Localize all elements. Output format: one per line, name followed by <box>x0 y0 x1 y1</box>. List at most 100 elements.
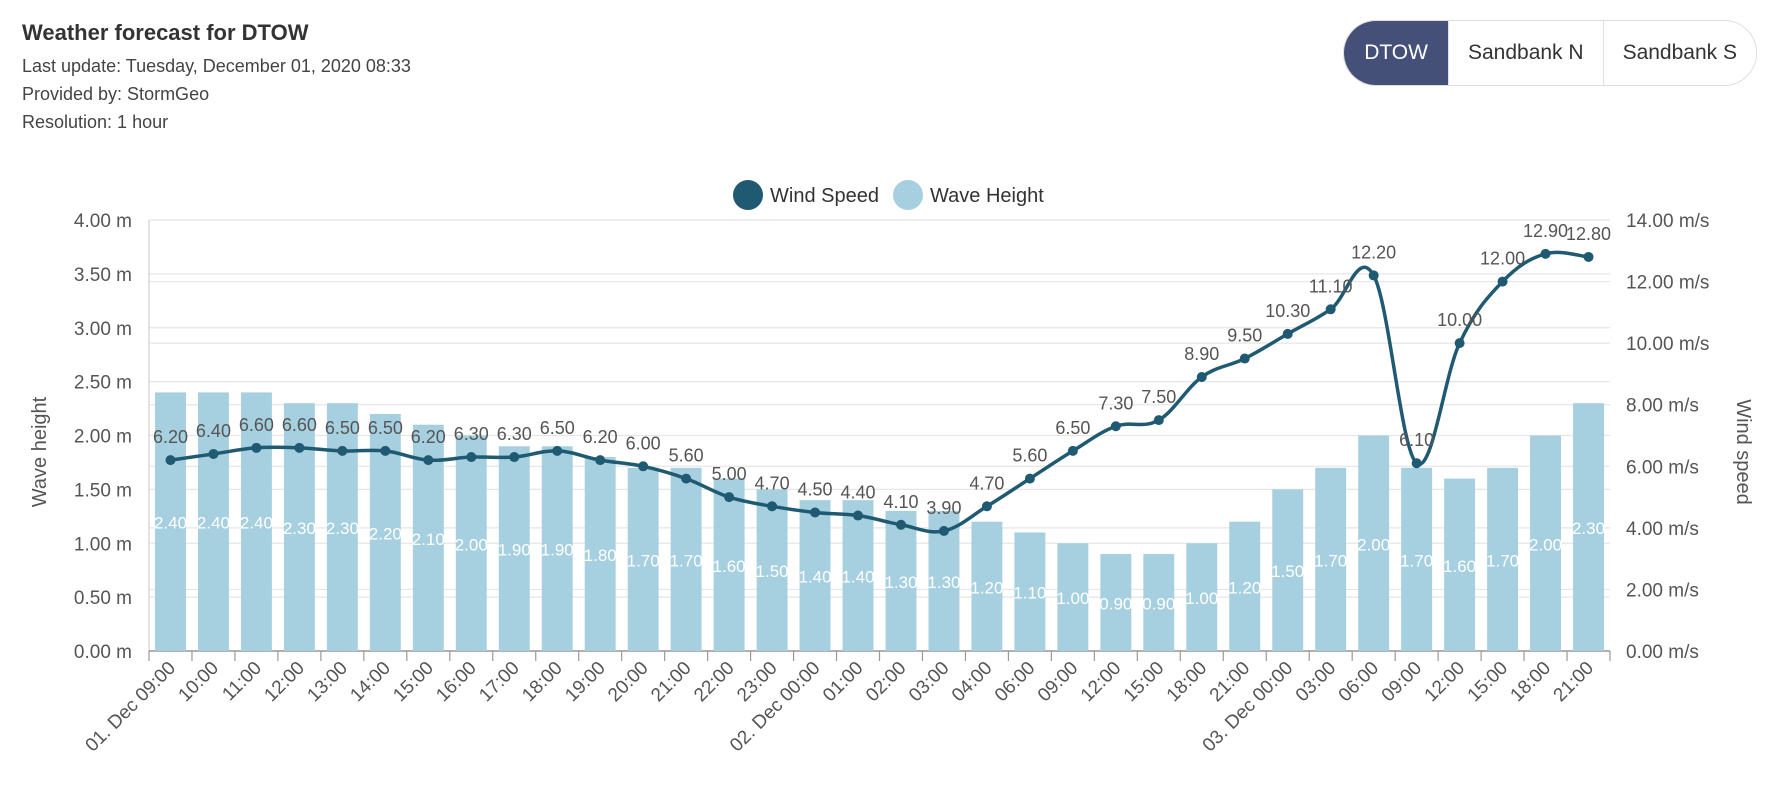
wind-speed-point[interactable] <box>1067 445 1078 456</box>
wave-height-bar[interactable] <box>1014 532 1046 651</box>
wave-height-bar[interactable] <box>1573 403 1604 651</box>
x-tick-label: 09:00 <box>1034 658 1082 706</box>
wind-speed-point[interactable] <box>1583 251 1594 262</box>
wave-height-bar[interactable] <box>1143 554 1175 651</box>
wind-speed-point[interactable] <box>981 501 992 512</box>
wind-speed-point[interactable] <box>466 452 477 463</box>
legend-item-wind-speed[interactable]: Wind Speed <box>733 180 879 210</box>
wave-height-bar[interactable] <box>1401 467 1433 651</box>
location-button-sandbank-s[interactable]: Sandbank S <box>1603 21 1756 85</box>
wind-speed-point[interactable] <box>767 501 778 512</box>
wind-speed-point[interactable] <box>1024 473 1035 484</box>
wind-speed-point[interactable] <box>509 452 520 463</box>
x-tick-label: 18:00 <box>1163 658 1211 706</box>
x-tick-label: 03:00 <box>905 658 953 706</box>
wind-speed-value-label: 4.10 <box>883 492 918 512</box>
wave-height-bar[interactable] <box>155 392 186 651</box>
y-left-tick-label: 1.50 m <box>74 480 132 501</box>
location-button-sandbank-n[interactable]: Sandbank N <box>1448 21 1604 85</box>
x-tick-label: 21:00 <box>647 658 695 706</box>
wind-speed-point[interactable] <box>552 445 563 456</box>
wind-speed-point[interactable] <box>1282 328 1293 339</box>
wave-height-labels: 2.40 2.40 2.40 2.30 2.30 2.20 2.10 2.00 1.90 1.90… <box>154 514 1605 614</box>
wind-speed-value-label: 4.70 <box>969 473 1004 493</box>
wind-speed-value-label: 6.20 <box>583 427 618 447</box>
wave-height-bar[interactable] <box>1272 489 1304 651</box>
wind-speed-point[interactable] <box>895 519 906 530</box>
wave-height-value-label: 1.60 <box>713 557 746 576</box>
wave-height-bar[interactable] <box>1186 543 1218 651</box>
wind-speed-point[interactable] <box>938 525 949 536</box>
wind-speed-point[interactable] <box>1153 415 1164 426</box>
wind-speed-value-label: 5.00 <box>712 464 747 484</box>
wind-speed-point[interactable] <box>165 455 176 466</box>
wind-speed-point[interactable] <box>1239 353 1250 364</box>
wind-speed-point[interactable] <box>1540 248 1551 259</box>
wind-speed-point[interactable] <box>1497 276 1508 287</box>
wave-height-bar[interactable] <box>1358 435 1390 652</box>
wave-height-bar[interactable] <box>541 446 573 651</box>
wind-speed-point[interactable] <box>724 492 735 503</box>
wave-height-bar[interactable] <box>197 392 229 651</box>
wave-height-value-label: 2.10 <box>412 530 445 549</box>
wave-height-bar[interactable] <box>842 500 874 651</box>
wave-height-value-label: 0.90 <box>1142 595 1175 614</box>
wind-speed-point[interactable] <box>423 455 434 466</box>
wind-speed-point[interactable] <box>1411 458 1422 469</box>
wind-speed-point[interactable] <box>595 455 606 466</box>
wave-height-bar[interactable] <box>799 500 831 651</box>
wave-height-bar[interactable] <box>1487 467 1519 651</box>
wind-speed-point[interactable] <box>380 445 391 456</box>
y-left-tick-label: 3.50 m <box>74 265 132 286</box>
wave-height-bar[interactable] <box>1100 554 1132 651</box>
wind-speed-point[interactable] <box>1454 338 1465 349</box>
x-tick-label: 19:00 <box>561 658 609 706</box>
wave-height-value-label: 2.40 <box>240 514 273 533</box>
x-tick-label: 15:00 <box>1120 658 1168 706</box>
wind-speed-point[interactable] <box>853 510 864 521</box>
wave-height-bar[interactable] <box>498 446 530 651</box>
wave-height-value-label: 2.00 <box>1529 535 1562 554</box>
wind-speed-point[interactable] <box>1196 372 1207 383</box>
wave-height-bar[interactable] <box>1229 521 1261 651</box>
wind-speed-point[interactable] <box>1325 304 1336 315</box>
wind-speed-value-label: 6.10 <box>1399 430 1434 450</box>
wind-speed-value-label: 12.20 <box>1351 242 1396 262</box>
y-left-tick-label: 1.00 m <box>74 534 132 555</box>
wave-height-bar[interactable] <box>1315 467 1347 651</box>
wave-height-bar[interactable] <box>455 435 487 652</box>
wave-height-bar[interactable] <box>885 510 917 651</box>
wave-height-bar[interactable] <box>240 392 272 651</box>
wind-speed-value-label: 6.50 <box>325 418 360 438</box>
wind-speed-point[interactable] <box>638 461 649 472</box>
location-button-dtow[interactable]: DTOW <box>1344 21 1449 85</box>
x-tick-label: 11:00 <box>218 658 265 705</box>
wave-height-bar[interactable] <box>627 467 659 651</box>
y-left-tick-label: 2.00 m <box>74 427 132 448</box>
wind-speed-point[interactable] <box>337 445 348 456</box>
wind-speed-value-label: 4.70 <box>755 473 790 493</box>
legend-item-wave-height[interactable]: Wave Height <box>893 180 1044 210</box>
legend-wind-speed-icon <box>733 180 763 210</box>
wave-height-bar[interactable] <box>971 521 1003 651</box>
wind-speed-point[interactable] <box>681 473 692 484</box>
wave-height-bar[interactable] <box>756 489 788 651</box>
wave-height-bar[interactable] <box>326 403 358 651</box>
wind-speed-point[interactable] <box>294 442 305 453</box>
wave-height-bar[interactable] <box>713 478 745 651</box>
wave-height-value-label: 1.70 <box>670 551 703 570</box>
wave-height-bar[interactable] <box>1530 435 1562 652</box>
wind-speed-point[interactable] <box>208 448 219 459</box>
wind-speed-point[interactable] <box>810 507 821 518</box>
wind-speed-point[interactable] <box>251 442 262 453</box>
wind-speed-value-label: 5.60 <box>1012 446 1047 466</box>
wave-height-bar[interactable] <box>1444 478 1476 651</box>
wave-height-bar[interactable] <box>670 467 702 651</box>
legend-wave-height-icon <box>893 180 923 210</box>
wave-height-bar[interactable] <box>584 457 616 651</box>
y-right-tick-label: 2.00 m/s <box>1626 580 1699 601</box>
wind-speed-point[interactable] <box>1110 421 1121 432</box>
wave-height-bar[interactable] <box>1057 543 1089 651</box>
wind-speed-point[interactable] <box>1368 270 1379 281</box>
